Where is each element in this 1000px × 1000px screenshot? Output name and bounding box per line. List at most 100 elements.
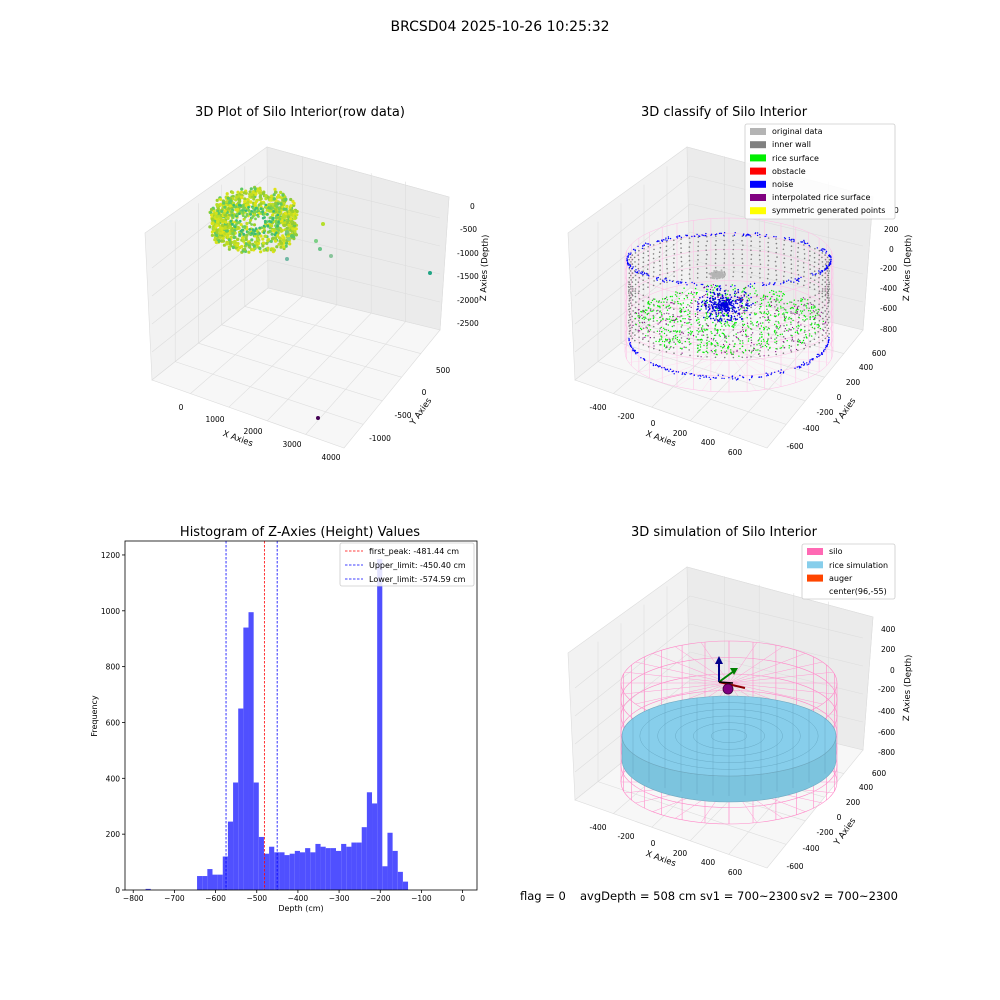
- raw-point: [245, 227, 249, 231]
- noise-point: [784, 238, 787, 240]
- inner-wall-point: [775, 331, 778, 334]
- inner-wall-point: [697, 236, 700, 239]
- rice-surface-point: [766, 313, 769, 316]
- original-data-point: [711, 275, 714, 278]
- inner-wall-point: [638, 303, 640, 306]
- rice-surface-point: [698, 318, 700, 321]
- inner-wall-point: [803, 342, 806, 344]
- interpolated-rice-point: [670, 330, 672, 332]
- rice-surface-point: [706, 302, 708, 304]
- interpolated-rice-point: [790, 311, 792, 313]
- noise-point: [800, 364, 803, 366]
- noise-point: [820, 249, 822, 251]
- rice-surface-point: [675, 291, 677, 293]
- rice-surface-point: [751, 285, 754, 287]
- rice-surface-point: [637, 315, 639, 317]
- rice-surface-point: [643, 318, 645, 320]
- inner-wall-point: [796, 255, 799, 258]
- rice-surface-point: [663, 327, 665, 329]
- inner-wall-point: [827, 290, 830, 293]
- rice-simulation-surface: [621, 695, 837, 803]
- interpolated-rice-point: [653, 345, 655, 347]
- rice-surface-point: [812, 318, 815, 321]
- inner-wall-point: [697, 268, 699, 270]
- noise-point: [700, 305, 703, 308]
- rice-surface-point: [682, 307, 685, 309]
- raw-point: [261, 241, 265, 245]
- rice-surface-point: [796, 326, 798, 328]
- noise-point: [825, 250, 828, 253]
- noise-point: [729, 294, 731, 296]
- auger-arrow-z: [715, 656, 723, 664]
- z-axis-label: Z Axies (Depth): [479, 234, 491, 301]
- rice-surface-point: [706, 344, 708, 346]
- interpolated-rice-point: [648, 330, 650, 333]
- inner-wall-point: [767, 349, 770, 351]
- noise-point: [824, 347, 827, 349]
- inner-wall-point: [652, 342, 655, 344]
- raw-point: [231, 240, 235, 244]
- inner-wall-point: [828, 283, 831, 286]
- noise-point: [710, 312, 712, 315]
- inner-wall-point: [723, 329, 725, 331]
- rice-surface-point: [646, 327, 648, 329]
- rice-surface-point: [760, 336, 763, 338]
- noise-point: [816, 356, 818, 358]
- noise-point: [733, 309, 735, 312]
- inner-wall-point: [723, 253, 726, 255]
- x-tick-label: −800: [123, 894, 144, 903]
- noise-point: [641, 273, 643, 275]
- inner-wall-point: [627, 322, 630, 324]
- noise-point: [717, 298, 720, 301]
- interpolated-rice-point: [700, 356, 702, 358]
- noise-point: [806, 364, 808, 366]
- inner-wall-point: [821, 274, 824, 277]
- inner-wall-point: [790, 254, 792, 256]
- inner-wall-point: [643, 247, 645, 250]
- rice-surface-point: [755, 349, 757, 351]
- inner-wall-point: [822, 317, 824, 320]
- raw-point: [256, 189, 260, 193]
- interpolated-rice-point: [767, 318, 770, 320]
- interpolated-rice-point: [668, 338, 670, 340]
- noise-point: [702, 283, 704, 286]
- rice-surface-point: [683, 287, 685, 289]
- histogram-bar: [212, 874, 218, 890]
- noise-point: [791, 238, 793, 240]
- noise-point: [706, 296, 709, 299]
- rice-surface-point: [667, 305, 669, 308]
- noise-point: [777, 370, 780, 372]
- inner-wall-point: [723, 257, 726, 260]
- inner-wall-point: [827, 305, 829, 308]
- grid-line: [266, 312, 372, 422]
- interpolated-rice-point: [795, 348, 798, 351]
- raw-point: [241, 214, 245, 218]
- inner-wall-point: [797, 242, 800, 244]
- rice-surface-point: [641, 317, 643, 320]
- raw-point: [249, 193, 254, 197]
- inner-wall-point: [821, 261, 824, 263]
- inner-wall-point: [697, 254, 699, 257]
- y-tick-label: 0: [115, 886, 120, 895]
- raw-point: [294, 233, 298, 237]
- rice-surface-point: [804, 319, 807, 321]
- rice-surface-point: [778, 328, 780, 330]
- raw-point: [279, 245, 283, 249]
- interpolated-rice-point: [665, 323, 667, 325]
- z-tick-label: -1500: [457, 272, 479, 281]
- inner-wall-point: [697, 259, 699, 261]
- noise-point: [765, 372, 767, 374]
- silo-floor-spoke: [638, 331, 730, 353]
- rice-surface-point: [681, 347, 683, 350]
- raw-point: [245, 233, 249, 237]
- interpolated-rice-point: [810, 303, 813, 305]
- raw-point: [251, 214, 255, 218]
- z-tick-label: 200: [884, 225, 899, 234]
- rice-surface-point: [772, 293, 774, 295]
- inner-wall-point: [783, 271, 786, 273]
- legend-label: interpolated rice surface: [772, 193, 870, 202]
- noise-point: [760, 376, 763, 378]
- rice-surface-point: [679, 331, 681, 333]
- inner-wall-point: [732, 239, 734, 242]
- inner-wall-point: [642, 265, 644, 268]
